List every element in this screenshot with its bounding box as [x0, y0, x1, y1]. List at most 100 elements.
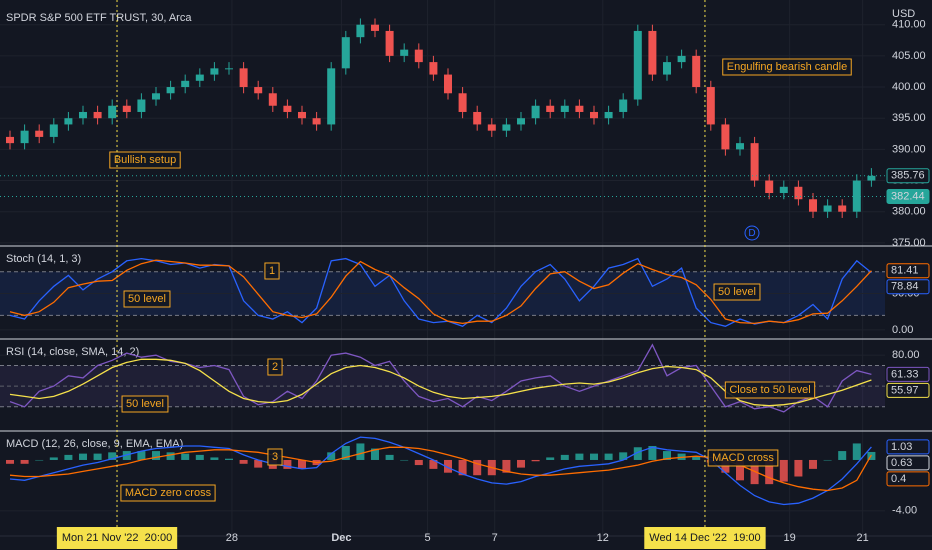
- histogram-bar: [385, 454, 394, 460]
- histogram-bar: [298, 459, 306, 469]
- histogram-bar: [49, 457, 58, 460]
- histogram-bar: [327, 452, 336, 460]
- value-label: 78.84: [891, 281, 919, 293]
- histogram-bar: [838, 451, 847, 460]
- histogram-bar: [560, 454, 569, 460]
- time-label: Mon 21 Nov '22 20:00: [62, 532, 172, 544]
- histogram-bar: [531, 459, 540, 462]
- histogram-bar: [371, 448, 379, 460]
- candle-body: [838, 205, 847, 212]
- time-label: 12: [597, 532, 609, 544]
- candle-body: [298, 111, 306, 119]
- histogram-bar: [341, 445, 350, 460]
- candle-body: [225, 68, 233, 70]
- candle-body: [531, 105, 540, 119]
- histogram-bar: [852, 443, 861, 460]
- candle-body: [487, 124, 496, 131]
- candle-body: [239, 68, 248, 88]
- histogram-bar: [736, 459, 744, 481]
- annotation-box: [713, 283, 761, 301]
- candle-body: [20, 130, 29, 144]
- histogram-bar: [517, 459, 525, 468]
- histogram-bar: [254, 459, 263, 468]
- pane-title: MACD (12, 26, close, 9, EMA, EMA): [6, 438, 183, 450]
- histogram-bar: [137, 451, 146, 460]
- candle-body: [152, 93, 160, 100]
- candle-body: [502, 124, 511, 131]
- candle-body: [867, 175, 876, 181]
- candle-body: [429, 62, 438, 75]
- annotation-box: [109, 151, 181, 169]
- value-label-box: [886, 382, 930, 398]
- candle-body: [692, 55, 701, 88]
- candle-body: [64, 118, 73, 125]
- candle-body: [137, 99, 146, 112]
- annotation-box: [707, 449, 779, 467]
- candle-body: [283, 105, 292, 112]
- annotation: 3: [272, 451, 278, 463]
- histogram-bar: [210, 457, 219, 460]
- histogram-bar: [414, 459, 423, 466]
- histogram-bar: [64, 454, 73, 460]
- histogram-bar: [20, 459, 29, 464]
- histogram-bar: [794, 459, 803, 477]
- candle-body: [49, 124, 58, 137]
- time-label: 5: [424, 532, 430, 544]
- time-label: 21: [857, 532, 869, 544]
- candle-body: [181, 80, 190, 88]
- candle-body: [6, 136, 14, 144]
- candle-body: [619, 99, 628, 112]
- value-label-box: [886, 263, 930, 279]
- time-label: Wed 14 Dec '22 19:00: [649, 532, 760, 544]
- y-tick-label: 405.00: [892, 50, 926, 62]
- histogram-bar: [619, 452, 628, 460]
- candle-body: [517, 118, 525, 125]
- candle-body: [604, 111, 613, 119]
- candle-body: [108, 105, 117, 119]
- annotation-circle: [744, 225, 760, 241]
- value-label: 61.33: [891, 368, 919, 380]
- time-label: Dec: [331, 532, 351, 544]
- value-label: 385.76: [891, 170, 925, 182]
- value-label-box: [886, 471, 930, 487]
- annotation-box: [267, 358, 283, 376]
- time-label: 28: [226, 532, 238, 544]
- series-line: [9, 436, 872, 506]
- histogram-bar: [6, 459, 14, 464]
- annotation-box: [121, 395, 169, 413]
- candle-body: [633, 30, 642, 100]
- y-axis-label: USD: [892, 8, 915, 20]
- candle-body: [79, 111, 87, 119]
- candle-body: [93, 111, 102, 119]
- candle-body: [809, 199, 817, 212]
- annotation-box: [264, 262, 280, 280]
- histogram-bar: [429, 459, 438, 469]
- candle-body: [195, 74, 204, 81]
- annotation: MACD cross: [712, 452, 774, 464]
- histogram-bar: [575, 453, 584, 460]
- histogram-bar: [166, 452, 175, 460]
- candle-body: [166, 87, 175, 94]
- histogram-bar: [473, 459, 482, 476]
- candle-body: [356, 24, 365, 38]
- value-label: 55.97: [891, 384, 919, 396]
- annotation-box: [722, 58, 852, 76]
- candle-body: [458, 93, 467, 112]
- time-label: 19: [784, 532, 796, 544]
- histogram-bar: [692, 456, 701, 460]
- candle-body: [794, 186, 803, 200]
- histogram-bar: [444, 459, 452, 473]
- candle-body: [765, 180, 774, 194]
- series-line: [9, 343, 872, 413]
- histogram-bar: [93, 453, 102, 460]
- candle-body: [414, 49, 423, 63]
- candle-body: [575, 105, 584, 112]
- value-label: 1.03: [891, 441, 912, 453]
- histogram-bar: [195, 454, 204, 460]
- histogram-bar: [809, 459, 817, 469]
- histogram-bar: [152, 451, 160, 460]
- value-label-box: [886, 189, 930, 205]
- value-label-box: [886, 279, 930, 295]
- histogram-bar: [79, 453, 87, 460]
